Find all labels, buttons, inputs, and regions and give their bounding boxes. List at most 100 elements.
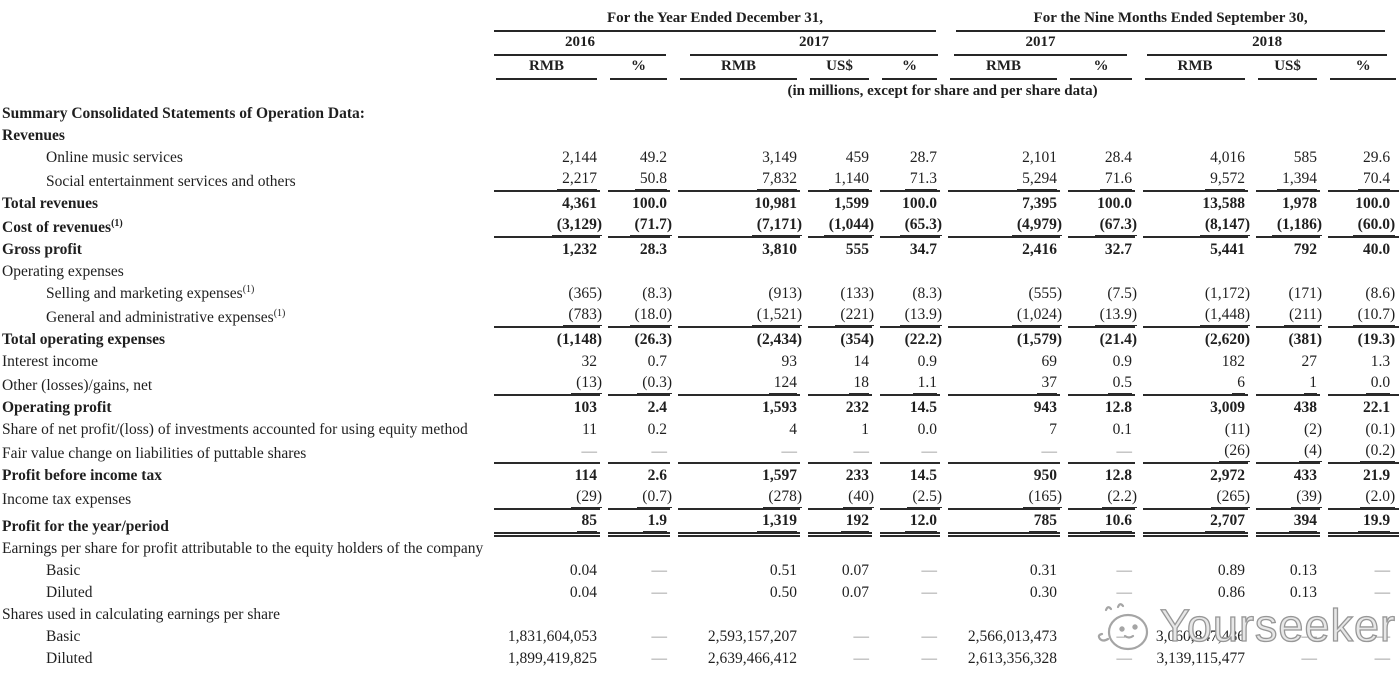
value-cell bbox=[1135, 102, 1248, 124]
value-cell: 22.1 bbox=[1320, 396, 1399, 418]
value-cell bbox=[1320, 260, 1399, 282]
value-cell: (65.3) bbox=[872, 214, 943, 238]
value-cell: 1,978 bbox=[1248, 192, 1320, 214]
row-label: Summary Consolidated Statements of Opera… bbox=[2, 105, 365, 122]
cell-value: 6 bbox=[1232, 372, 1246, 394]
cell-value: 71.3 bbox=[904, 168, 938, 190]
cell-value: 3,060,847,486 bbox=[1155, 628, 1246, 645]
value-cell: 0.1 bbox=[1060, 418, 1135, 440]
row-label: Profit before income tax bbox=[2, 467, 162, 484]
cell-value: 0.89 bbox=[1217, 562, 1246, 579]
value-cell: (19.3) bbox=[1320, 328, 1399, 350]
value-cell: 124 bbox=[670, 372, 800, 396]
cell-value: 22.1 bbox=[1362, 399, 1391, 416]
value-cell: (8.3) bbox=[872, 282, 942, 304]
cell-value: (26) bbox=[1219, 440, 1251, 462]
value-cell: 0.07 bbox=[800, 559, 872, 581]
value-cell: (1,024) bbox=[940, 304, 1063, 328]
value-cell: 29.6 bbox=[1320, 146, 1399, 168]
cell-value: (381) bbox=[1288, 331, 1323, 348]
cell-value: (2.2) bbox=[1102, 486, 1138, 508]
value-cell bbox=[1135, 260, 1248, 282]
value-cell: 6 bbox=[1135, 372, 1249, 396]
value-cell bbox=[486, 603, 600, 625]
value-cell: 69 bbox=[940, 350, 1060, 372]
value-cell: 433 bbox=[1248, 464, 1320, 486]
cell-value: 10.6 bbox=[1099, 510, 1133, 532]
footnote-marker: (1) bbox=[111, 217, 123, 229]
value-cell: — bbox=[872, 625, 940, 647]
value-cell: 1.9 bbox=[600, 510, 670, 537]
cell-value: 29.6 bbox=[1362, 149, 1391, 166]
value-cell: 785 bbox=[940, 510, 1061, 537]
cell-value: 3,810 bbox=[762, 241, 797, 258]
cell-value: (133) bbox=[840, 285, 874, 302]
value-cell: 3,149 bbox=[670, 146, 800, 168]
value-cell: — bbox=[800, 625, 872, 647]
cell-value: — bbox=[1301, 650, 1318, 667]
row-label: Income tax expenses bbox=[2, 491, 132, 508]
col-rmb: RMB bbox=[670, 56, 800, 80]
value-cell: (26) bbox=[1135, 440, 1251, 464]
cell-value: 950 bbox=[1033, 467, 1058, 484]
value-cell bbox=[486, 102, 600, 124]
cell-value: 3,139,115,477 bbox=[1156, 650, 1246, 667]
cell-value: 34.7 bbox=[909, 241, 938, 258]
value-cell: (221) bbox=[800, 304, 874, 328]
cell-value: (1,044) bbox=[823, 214, 874, 236]
cell-value: 50.8 bbox=[634, 168, 667, 190]
value-cell: 70.4 bbox=[1320, 168, 1399, 192]
value-cell: — bbox=[800, 647, 872, 669]
value-cell: (2,434) bbox=[670, 328, 802, 350]
cell-value: (18.0) bbox=[629, 304, 672, 326]
value-cell: 4 bbox=[670, 418, 800, 440]
cell-value: (7.5) bbox=[1107, 285, 1138, 302]
cell-value: 0.07 bbox=[841, 584, 869, 601]
table-row: Online music services 2,144 49.2 3,149 459 28… bbox=[0, 146, 1399, 168]
value-cell: 1,593 bbox=[670, 396, 800, 418]
table-row: Diluted 0.04 — 0.50 0.07 — 0.30 — 0.86 0.13 — bbox=[0, 581, 1399, 603]
col-pct: % bbox=[872, 56, 940, 80]
value-cell: (0.7) bbox=[600, 486, 672, 510]
period-group-nine-months: For the Nine Months Ended September 30, bbox=[940, 0, 1399, 32]
value-cell: 0.9 bbox=[872, 350, 940, 372]
table-row: Revenues bbox=[0, 124, 1399, 146]
value-cell: 100.0 bbox=[1320, 192, 1399, 214]
cell-value: 13,588 bbox=[1202, 195, 1246, 212]
cell-value: 40.0 bbox=[1362, 241, 1391, 258]
value-cell bbox=[1320, 124, 1399, 146]
value-cell: — bbox=[600, 647, 670, 669]
table-row: Fair value change on liabilities of putt… bbox=[0, 440, 1399, 464]
cell-value: 70.4 bbox=[1357, 168, 1391, 190]
value-cell: — bbox=[800, 440, 872, 464]
value-cell: 232 bbox=[800, 396, 872, 418]
value-cell: 14.5 bbox=[872, 464, 940, 486]
value-cell: 12.8 bbox=[1060, 464, 1135, 486]
value-cell: 14 bbox=[800, 350, 872, 372]
value-cell bbox=[1248, 603, 1320, 625]
cell-value: (354) bbox=[840, 331, 874, 348]
value-cell: 1,599 bbox=[800, 192, 872, 214]
value-cell bbox=[1320, 537, 1399, 559]
cell-value: (1,172) bbox=[1204, 285, 1251, 302]
cell-value: (221) bbox=[835, 304, 874, 326]
table-row: Selling and marketing expenses(1) (365) (8… bbox=[0, 282, 1399, 304]
cell-value: — bbox=[921, 443, 938, 460]
value-cell: (1,448) bbox=[1135, 304, 1251, 328]
cell-value: 3,009 bbox=[1210, 399, 1246, 416]
table-body: Summary Consolidated Statements of Opera… bbox=[0, 102, 1399, 669]
value-cell: 233 bbox=[800, 464, 872, 486]
cell-value: (2.0) bbox=[1360, 486, 1396, 508]
value-cell: 2,144 bbox=[486, 146, 600, 168]
cell-value: 943 bbox=[1033, 399, 1058, 416]
value-cell bbox=[600, 603, 670, 625]
cell-value: 14 bbox=[853, 353, 870, 370]
cell-value: — bbox=[651, 443, 668, 460]
cell-value: 7 bbox=[1049, 421, 1058, 438]
cell-value: — bbox=[1116, 584, 1133, 601]
cell-value: 1,599 bbox=[834, 195, 869, 212]
table-row: Basic 1,831,604,053 — 2,593,157,207 — — 2,566,… bbox=[0, 625, 1399, 647]
cell-value: — bbox=[1301, 628, 1318, 645]
cell-value: (39) bbox=[1291, 486, 1323, 508]
value-cell: 0.7 bbox=[600, 350, 670, 372]
